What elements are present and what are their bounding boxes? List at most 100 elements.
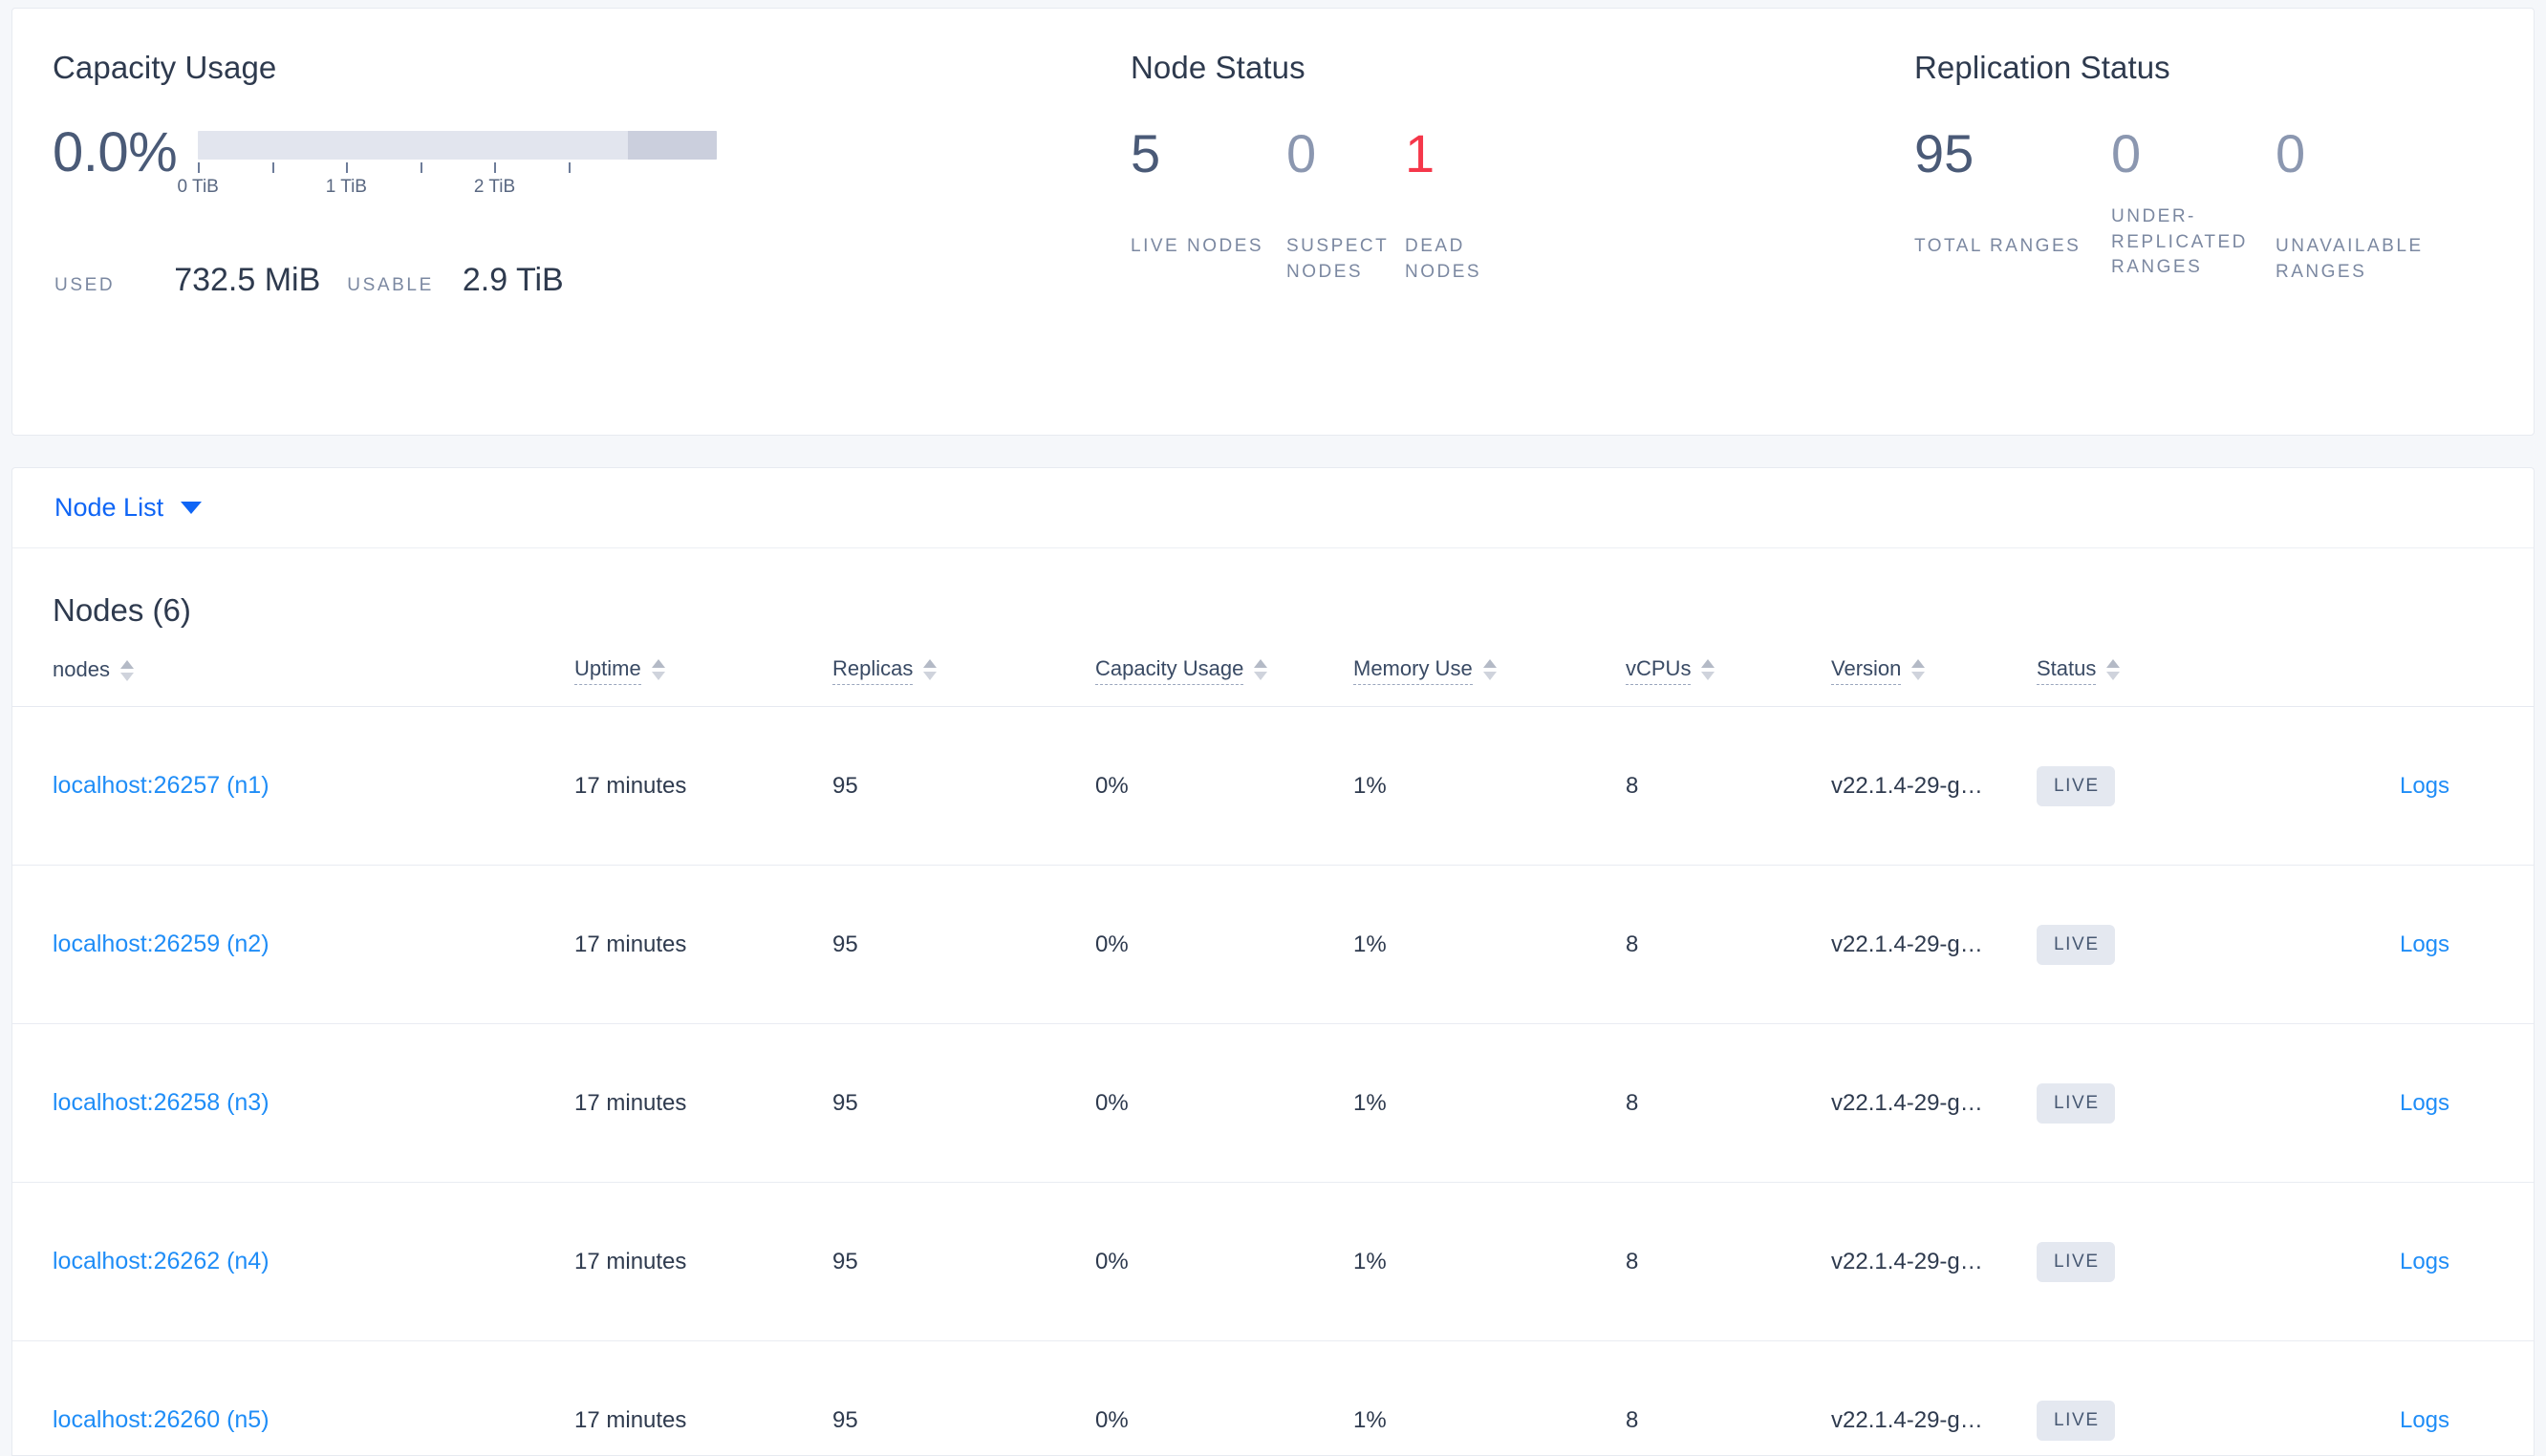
- cell-replicas: 95: [832, 772, 858, 799]
- nodes-table-head: nodes Uptime Replicas: [12, 656, 2534, 707]
- cell-memory-use: 1%: [1353, 1406, 1387, 1433]
- capacity-usage-chart-row: 0.0% 0 TiB 1 TiB 2 TiB: [53, 121, 1102, 206]
- axis-tick: [569, 162, 572, 174]
- cell-vcpus: 8: [1626, 1406, 1639, 1433]
- column-header-version[interactable]: Version: [1831, 656, 2037, 707]
- column-header-uptime[interactable]: Uptime: [574, 656, 832, 707]
- logs-link[interactable]: Logs: [2399, 1089, 2450, 1116]
- dead-nodes-metric: 1 DEAD NODES: [1405, 127, 1539, 284]
- logs-link[interactable]: Logs: [2399, 1406, 2450, 1433]
- cell-capacity-usage: 0%: [1095, 1089, 1129, 1116]
- capacity-usage-bar: [198, 131, 718, 161]
- node-link[interactable]: localhost:26260 (n5): [53, 1406, 270, 1433]
- replication-status-metrics: 95 TOTAL RANGES 0 UNDER-REPLICATED RANGE…: [1914, 127, 2534, 284]
- cell-version: v22.1.4-29-g…: [1831, 1248, 1983, 1274]
- axis-tick-label: 2 TiB: [473, 177, 516, 198]
- table-row: localhost:26258 (n3) 17 minutes 95 0% 1% 8 v22…: [12, 1023, 2534, 1183]
- column-header-nodes-label: nodes: [53, 657, 110, 681]
- column-header-memory-use[interactable]: Memory Use: [1353, 656, 1626, 707]
- axis-tick: [346, 162, 349, 174]
- cell-capacity-usage: 0%: [1095, 772, 1129, 799]
- capacity-usage-bar-usable: [628, 131, 718, 161]
- unavailable-ranges-value: 0: [2276, 123, 2306, 184]
- chevron-down-icon: [181, 502, 203, 514]
- nodes-table-title: Nodes (6): [53, 592, 191, 628]
- capacity-usage-stats: USED 732.5 MiB USABLE 2.9 TiB: [53, 262, 1102, 299]
- capacity-usage-section: Capacity Usage 0.0% 0 TiB 1 TiB 2 TiB USED…: [12, 9, 1102, 435]
- column-header-vcpus-label: vCPUs: [1626, 656, 1692, 685]
- axis-tick: [420, 162, 422, 174]
- node-list-dropdown-label: Node List: [54, 493, 164, 522]
- replication-status-title: Replication Status: [1914, 50, 2170, 85]
- live-nodes-label: LIVE NODES: [1131, 236, 1264, 257]
- axis-tick: [494, 162, 497, 174]
- live-nodes-metric: 5 LIVE NODES: [1131, 127, 1286, 284]
- total-ranges-value: 95: [1914, 123, 1974, 184]
- logs-link[interactable]: Logs: [2399, 772, 2450, 799]
- cell-vcpus: 8: [1626, 1089, 1639, 1116]
- cell-capacity-usage: 0%: [1095, 1248, 1129, 1274]
- cell-version: v22.1.4-29-g…: [1831, 772, 1983, 799]
- sort-arrows-icon[interactable]: [2106, 659, 2121, 680]
- cell-uptime: 17 minutes: [574, 772, 687, 799]
- column-header-capacity-usage[interactable]: Capacity Usage: [1095, 656, 1353, 707]
- column-header-replicas[interactable]: Replicas: [832, 656, 1095, 707]
- capacity-usage-chart: 0 TiB 1 TiB 2 TiB: [178, 121, 809, 206]
- cell-uptime: 17 minutes: [574, 1248, 687, 1274]
- sort-arrows-icon[interactable]: [1482, 659, 1497, 680]
- node-status-title: Node Status: [1131, 50, 1305, 85]
- used-value: 732.5 MiB: [174, 262, 321, 299]
- column-header-capacity-usage-label: Capacity Usage: [1095, 656, 1244, 685]
- logs-link[interactable]: Logs: [2399, 931, 2450, 957]
- under-replicated-ranges-metric: 0 UNDER-REPLICATED RANGES: [2111, 127, 2276, 284]
- table-row: localhost:26257 (n1) 17 minutes 95 0% 1% 8 v22…: [12, 706, 2534, 866]
- cell-uptime: 17 minutes: [574, 1089, 687, 1116]
- node-link[interactable]: localhost:26258 (n3): [53, 1089, 270, 1116]
- sort-arrows-icon[interactable]: [1701, 659, 1715, 680]
- cell-version: v22.1.4-29-g…: [1831, 1089, 1983, 1116]
- node-list-dropdown[interactable]: Node List: [54, 493, 203, 523]
- cell-version: v22.1.4-29-g…: [1831, 931, 1983, 957]
- column-header-vcpus[interactable]: vCPUs: [1626, 656, 1831, 707]
- suspect-nodes-value: 0: [1286, 123, 1317, 184]
- column-header-nodes[interactable]: nodes: [12, 656, 574, 707]
- unavailable-ranges-metric: 0 UNAVAILABLE RANGES: [2276, 127, 2467, 284]
- status-badge: LIVE: [2037, 765, 2115, 806]
- nodes-table-body: localhost:26257 (n1) 17 minutes 95 0% 1% 8 v22…: [12, 706, 2534, 1455]
- capacity-usage-percent: 0.0%: [53, 121, 178, 184]
- node-status-section: Node Status 5 LIVE NODES 0 SUSPECT NODES…: [1102, 9, 1886, 435]
- node-link[interactable]: localhost:26262 (n4): [53, 1248, 270, 1274]
- cell-capacity-usage: 0%: [1095, 931, 1129, 957]
- usable-label: USABLE: [347, 275, 434, 296]
- node-link[interactable]: localhost:26259 (n2): [53, 931, 270, 957]
- column-header-status[interactable]: Status: [2037, 656, 2314, 707]
- nodes-table: nodes Uptime Replicas: [12, 656, 2534, 1455]
- logs-link[interactable]: Logs: [2399, 1248, 2450, 1274]
- cell-vcpus: 8: [1626, 772, 1639, 799]
- sort-arrows-icon[interactable]: [119, 659, 134, 681]
- status-badge: LIVE: [2037, 1400, 2115, 1441]
- column-header-logs: [2314, 656, 2534, 707]
- node-link[interactable]: localhost:26257 (n1): [53, 772, 270, 799]
- cell-uptime: 17 minutes: [574, 931, 687, 957]
- cell-replicas: 95: [832, 1406, 858, 1433]
- sort-arrows-icon[interactable]: [1911, 659, 1926, 680]
- nodes-table-header-row: nodes Uptime Replicas: [12, 656, 2534, 707]
- used-label: USED: [54, 275, 116, 296]
- sort-arrows-icon[interactable]: [1254, 659, 1268, 680]
- status-badge: LIVE: [2037, 1241, 2115, 1282]
- sort-arrows-icon[interactable]: [923, 659, 938, 680]
- column-header-replicas-label: Replicas: [832, 656, 914, 685]
- cell-replicas: 95: [832, 931, 858, 957]
- capacity-usage-title: Capacity Usage: [53, 50, 277, 85]
- cell-replicas: 95: [832, 1089, 858, 1116]
- sort-arrows-icon[interactable]: [651, 659, 665, 680]
- node-list-toolbar: Node List: [11, 467, 2535, 547]
- column-header-uptime-label: Uptime: [574, 656, 641, 685]
- under-replicated-ranges-label: UNDER-REPLICATED RANGES: [2111, 206, 2248, 277]
- cell-memory-use: 1%: [1353, 931, 1387, 957]
- table-row: localhost:26259 (n2) 17 minutes 95 0% 1% 8 v22…: [12, 865, 2534, 1024]
- column-header-memory-use-label: Memory Use: [1353, 656, 1473, 685]
- status-badge: LIVE: [2037, 1082, 2115, 1124]
